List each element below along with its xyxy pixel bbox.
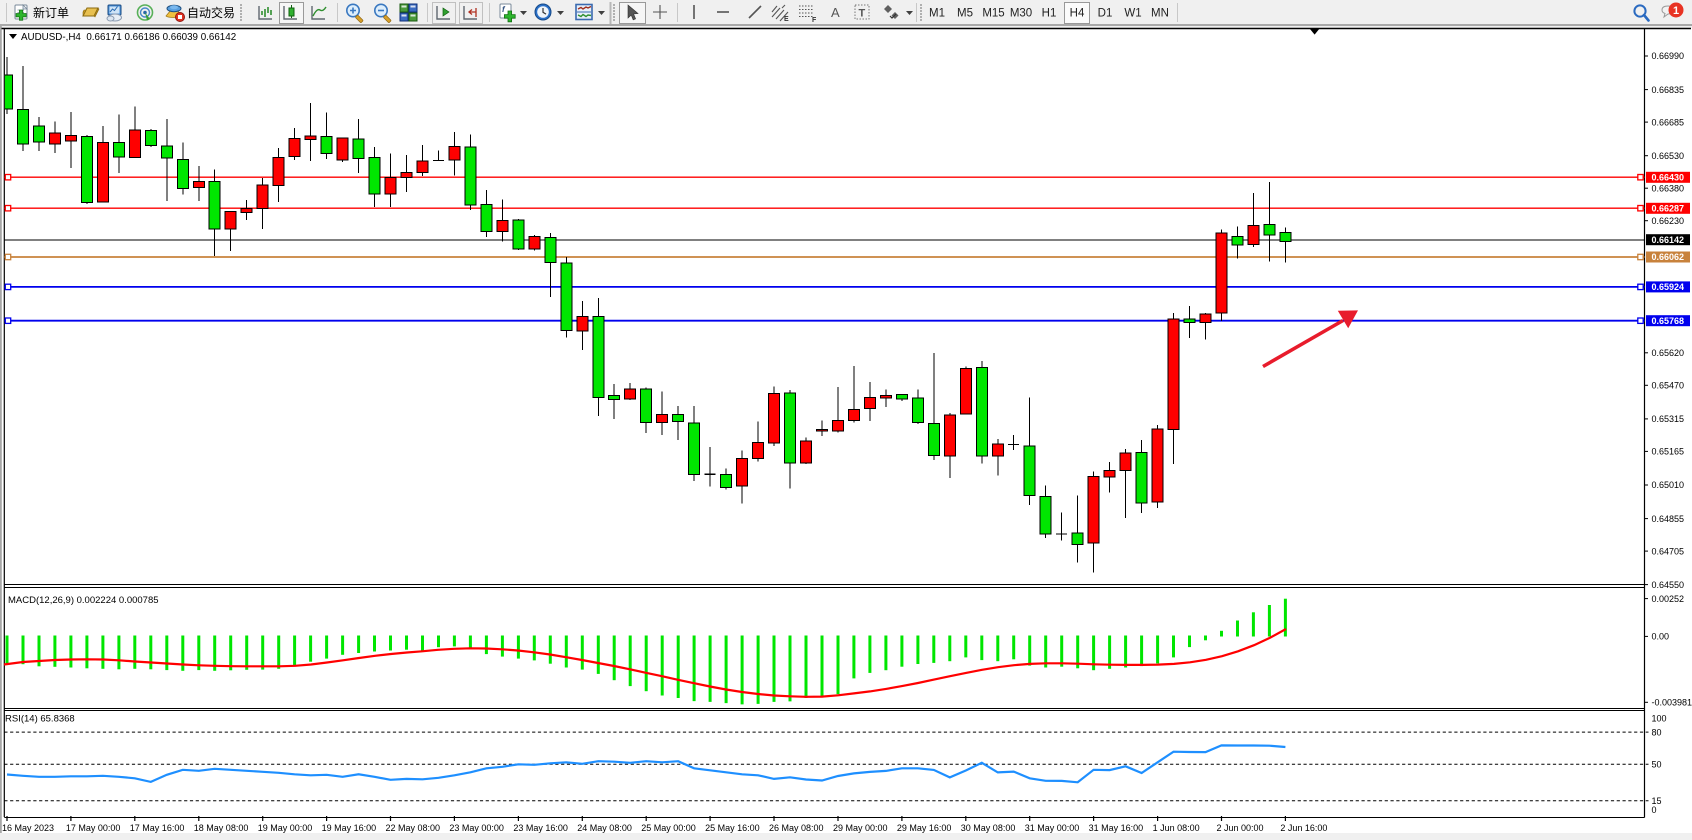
svg-text:24 May 08:00: 24 May 08:00 <box>577 823 632 833</box>
svg-text:0.65470: 0.65470 <box>1652 381 1685 391</box>
svg-text:RSI(14) 65.8368: RSI(14) 65.8368 <box>5 714 75 725</box>
svg-text:31 May 00:00: 31 May 00:00 <box>1025 823 1080 833</box>
svg-text:H1: H1 <box>1042 8 1057 20</box>
svg-text:AUDUSD-,H4 0.66171 0.66186 0.: AUDUSD-,H4 0.66171 0.66186 0.66039 0.661… <box>21 32 236 43</box>
svg-text:15: 15 <box>1652 796 1662 806</box>
svg-text:1 Jun 08:00: 1 Jun 08:00 <box>1153 823 1200 833</box>
svg-text:W1: W1 <box>1124 8 1141 20</box>
svg-text:100: 100 <box>1652 714 1667 724</box>
svg-text:26 May 08:00: 26 May 08:00 <box>769 823 824 833</box>
svg-text:0.65315: 0.65315 <box>1652 414 1685 424</box>
svg-text:0.66287: 0.66287 <box>1652 204 1685 214</box>
svg-text:23 May 00:00: 23 May 00:00 <box>449 823 504 833</box>
svg-text:H4: H4 <box>1070 8 1085 20</box>
svg-text:0.66685: 0.66685 <box>1652 117 1685 127</box>
svg-text:0.66530: 0.66530 <box>1652 151 1685 161</box>
svg-text:22 May 08:00: 22 May 08:00 <box>386 823 441 833</box>
svg-text:0.64855: 0.64855 <box>1652 514 1685 524</box>
svg-text:17 May 16:00: 17 May 16:00 <box>130 823 185 833</box>
svg-text:MN: MN <box>1151 8 1169 20</box>
svg-text:30 May 08:00: 30 May 08:00 <box>961 823 1016 833</box>
svg-text:0.65924: 0.65924 <box>1652 282 1685 292</box>
svg-text:0.65768: 0.65768 <box>1652 316 1685 326</box>
svg-text:M5: M5 <box>957 8 973 20</box>
svg-text:19 May 00:00: 19 May 00:00 <box>258 823 313 833</box>
svg-text:29 May 00:00: 29 May 00:00 <box>833 823 888 833</box>
svg-text:23 May 16:00: 23 May 16:00 <box>513 823 568 833</box>
svg-text:0.00252: 0.00252 <box>1652 594 1685 604</box>
svg-text:29 May 16:00: 29 May 16:00 <box>897 823 952 833</box>
svg-text:A: A <box>831 5 840 20</box>
svg-text:T: T <box>859 8 866 20</box>
svg-text:自动交易: 自动交易 <box>187 5 235 20</box>
svg-text:0.65010: 0.65010 <box>1652 480 1685 490</box>
svg-text:19 May 16:00: 19 May 16:00 <box>322 823 377 833</box>
svg-text:E: E <box>784 16 789 23</box>
svg-text:0.65620: 0.65620 <box>1652 348 1685 358</box>
svg-text:f: f <box>502 5 506 14</box>
svg-text:0.66380: 0.66380 <box>1652 183 1685 193</box>
svg-text:MACD(12,26,9) 0.002224 0.00078: MACD(12,26,9) 0.002224 0.000785 <box>8 595 159 606</box>
svg-text:F: F <box>812 17 817 24</box>
svg-text:0.66142: 0.66142 <box>1652 235 1685 245</box>
svg-text:0.65165: 0.65165 <box>1652 447 1685 457</box>
svg-text:2 Jun 16:00: 2 Jun 16:00 <box>1280 823 1327 833</box>
svg-text:0.66230: 0.66230 <box>1652 216 1685 226</box>
svg-text:1: 1 <box>1673 5 1679 17</box>
svg-text:-0.003981: -0.003981 <box>1652 698 1692 708</box>
svg-text:0.66990: 0.66990 <box>1652 51 1685 61</box>
svg-text:0.64550: 0.64550 <box>1652 580 1685 590</box>
svg-text:0.66430: 0.66430 <box>1652 173 1685 183</box>
svg-text:0.66062: 0.66062 <box>1652 252 1685 262</box>
svg-text:80: 80 <box>1652 727 1662 737</box>
svg-text:50: 50 <box>1652 759 1662 769</box>
svg-text:2 Jun 00:00: 2 Jun 00:00 <box>1217 823 1264 833</box>
svg-text:25 May 16:00: 25 May 16:00 <box>705 823 760 833</box>
svg-text:M1: M1 <box>929 8 945 20</box>
svg-text:M30: M30 <box>1010 8 1032 20</box>
svg-text:D1: D1 <box>1098 8 1113 20</box>
svg-text:0.00: 0.00 <box>1652 632 1670 642</box>
svg-text:新订单: 新订单 <box>33 5 69 20</box>
svg-text:17 May 00:00: 17 May 00:00 <box>66 823 121 833</box>
svg-text:31 May 16:00: 31 May 16:00 <box>1089 823 1144 833</box>
svg-text:18 May 08:00: 18 May 08:00 <box>194 823 249 833</box>
svg-text:0: 0 <box>1652 805 1657 815</box>
svg-text:M15: M15 <box>982 8 1004 20</box>
svg-text:0.64705: 0.64705 <box>1652 546 1685 556</box>
svg-text:0.66835: 0.66835 <box>1652 85 1685 95</box>
svg-text:16 May 2023: 16 May 2023 <box>2 823 54 833</box>
svg-text:25 May 00:00: 25 May 00:00 <box>641 823 696 833</box>
